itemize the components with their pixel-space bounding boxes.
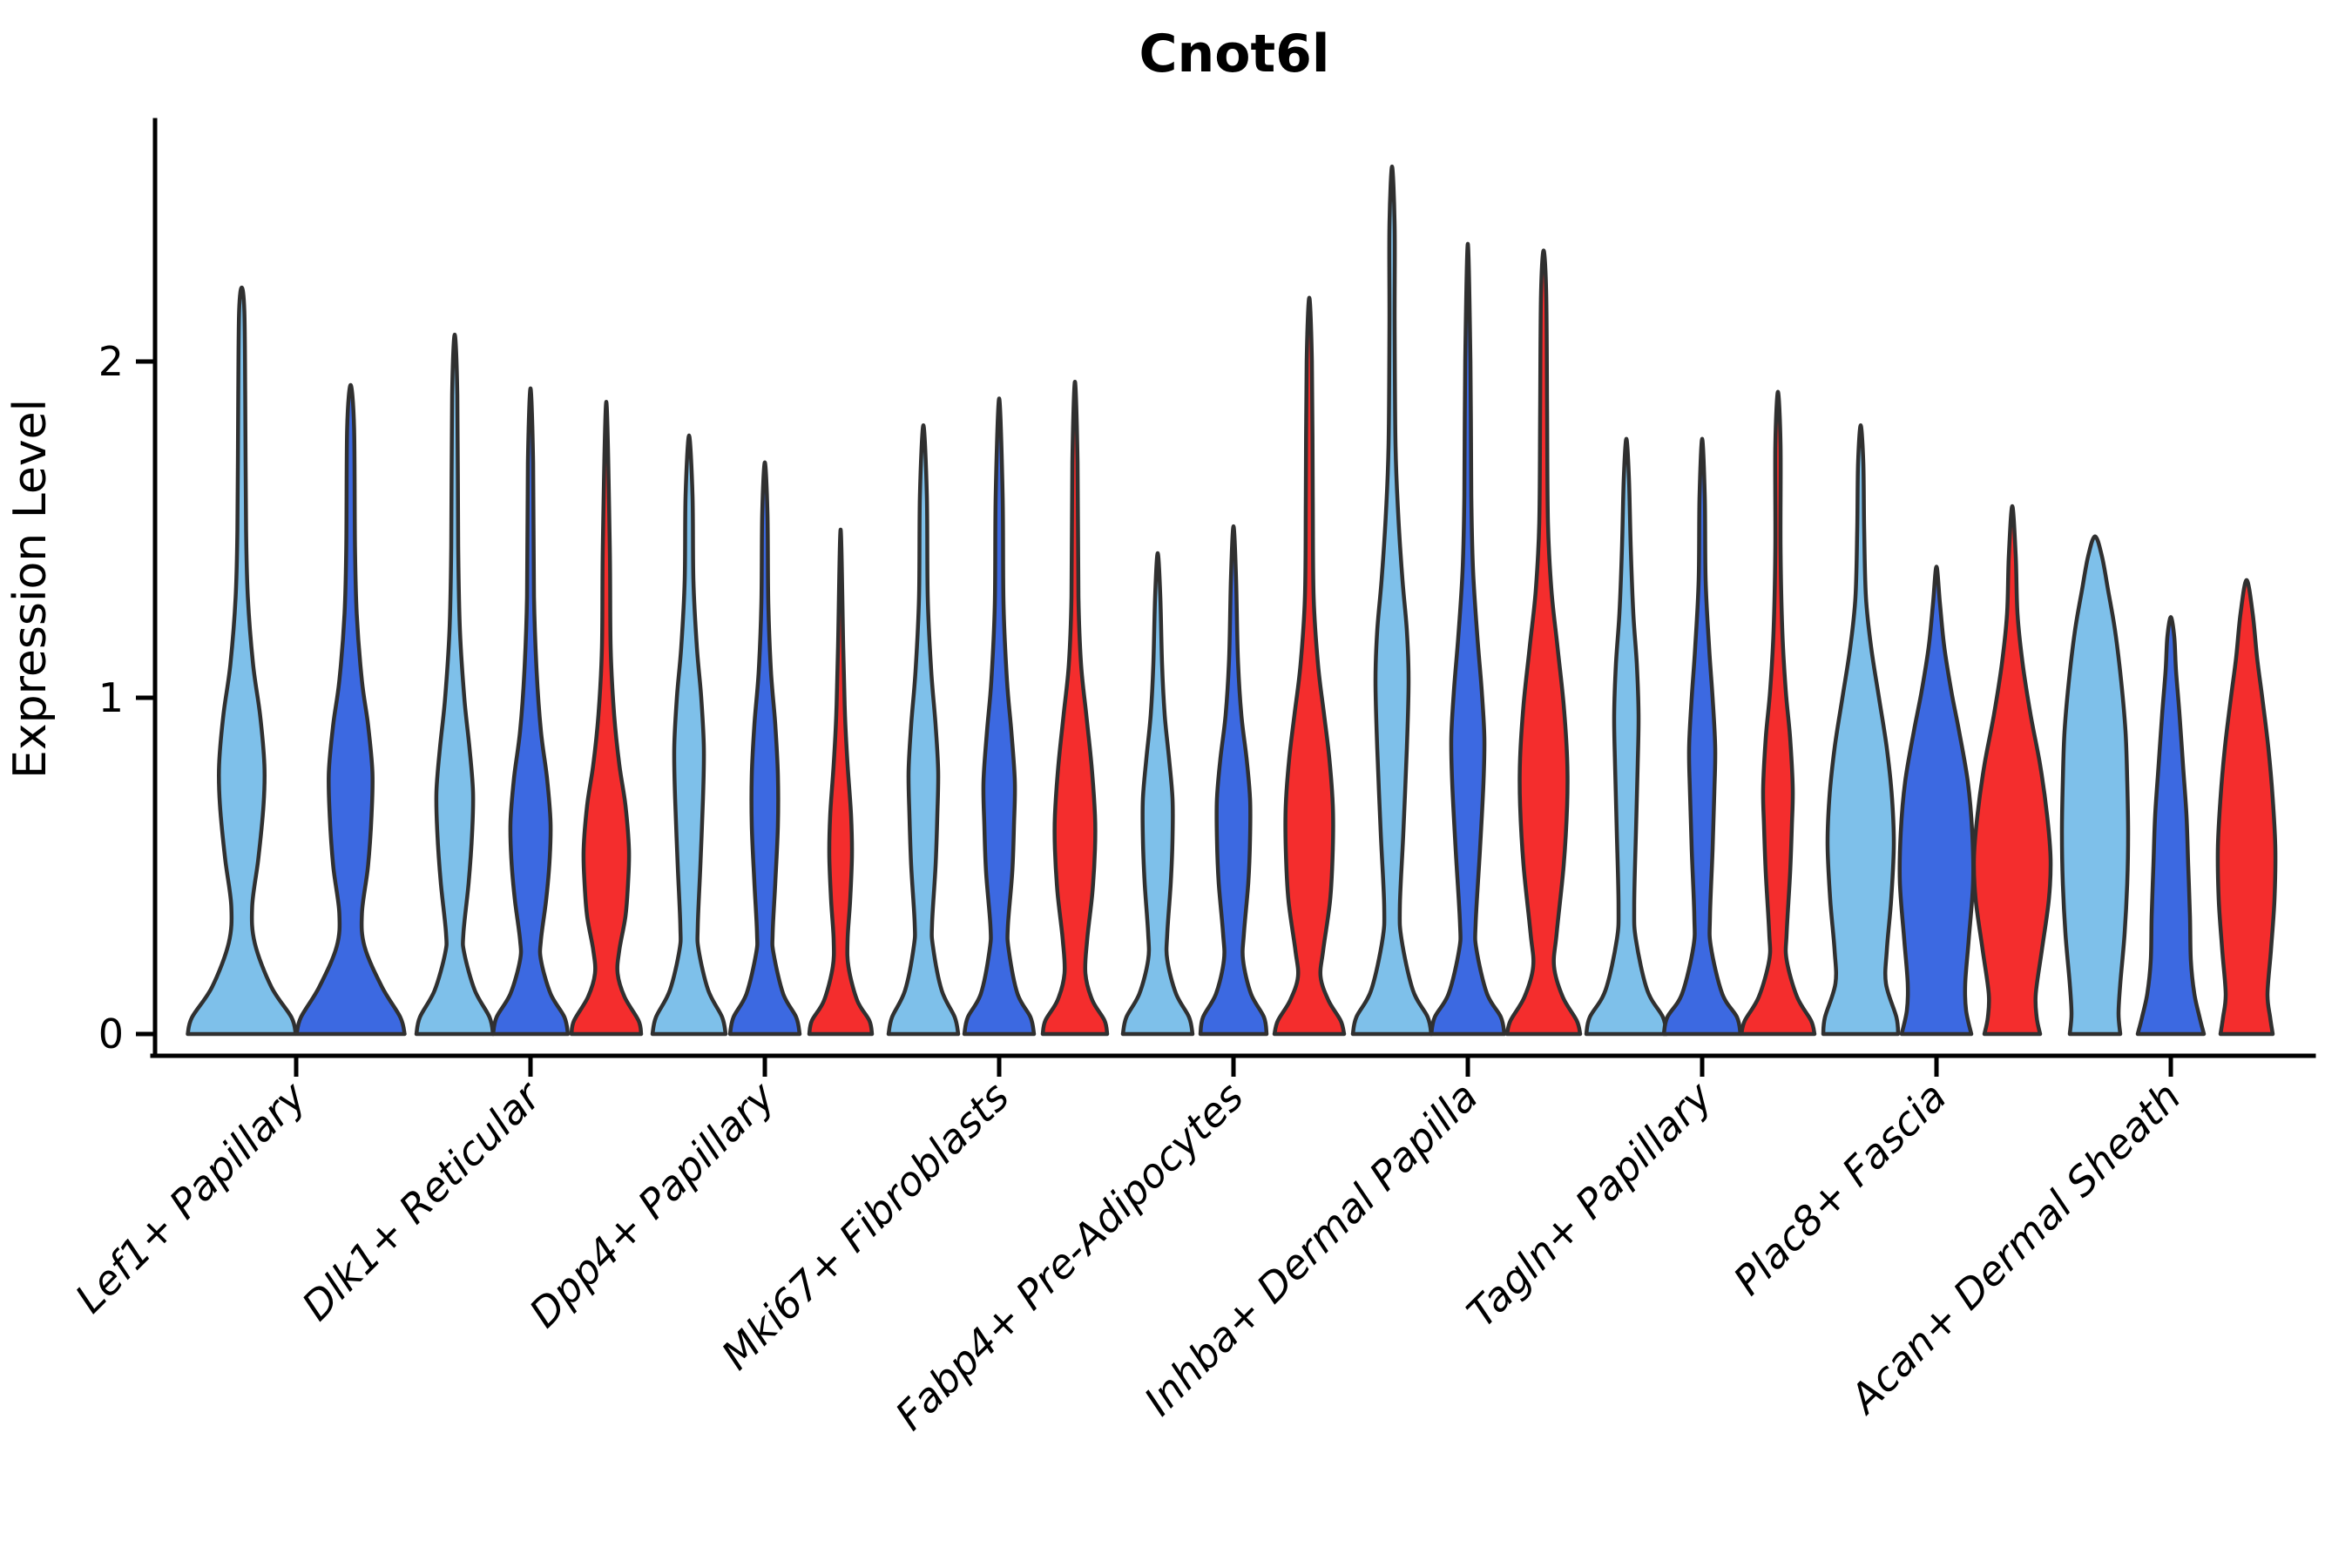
x-tick-label: Lef1+ Papillary <box>66 1072 315 1321</box>
violin-dlk1-red <box>569 400 644 1037</box>
violin-mki67-red <box>1040 379 1110 1037</box>
violin-fabp4-dark_blue <box>1198 524 1269 1037</box>
violin-inhba-red <box>1504 248 1583 1037</box>
violin-plac8-dark_blue <box>1897 564 1976 1037</box>
y-tick-label: 2 <box>98 338 124 385</box>
x-tick-label: Plac8+ Fascia <box>1724 1073 1955 1304</box>
violin-acan-red <box>2215 578 2278 1037</box>
violins-layer <box>186 164 2278 1037</box>
y-tick-label: 0 <box>98 1010 124 1058</box>
x-tick-label: Dlk1+ Reticular <box>293 1071 551 1329</box>
violin-dpp4-light_blue <box>650 433 728 1037</box>
violin-lef1-dark_blue <box>294 382 407 1037</box>
violin-mki67-dark_blue <box>962 396 1037 1037</box>
violin-dpp4-red <box>807 527 875 1037</box>
violin-inhba-dark_blue <box>1429 241 1507 1037</box>
violin-dlk1-dark_blue <box>490 386 571 1037</box>
chart-title: Cnot6l <box>1139 24 1330 84</box>
violin-tagln-light_blue <box>1584 436 1669 1037</box>
violin-plac8-light_blue <box>1821 423 1901 1037</box>
violin-dpp4-dark_blue <box>727 460 802 1037</box>
y-tick-label: 1 <box>98 674 124 721</box>
violin-fabp4-red <box>1272 295 1347 1037</box>
violin-fabp4-light_blue <box>1120 551 1195 1037</box>
violin-tagln-dark_blue <box>1661 436 1743 1037</box>
violin-dlk1-light_blue <box>414 332 496 1037</box>
violin-tagln-red <box>1739 389 1817 1037</box>
violin-mki67-light_blue <box>886 423 961 1037</box>
violin-lef1-light_blue <box>186 285 298 1037</box>
x-tick-label: Tagln+ Papillary <box>1457 1072 1721 1336</box>
x-tick-label: Dpp4+ Papillary <box>520 1072 784 1336</box>
y-axis-label: Expression Level <box>4 399 57 779</box>
violin-inhba-light_blue <box>1350 164 1434 1037</box>
violin-plac8-red <box>1971 504 2053 1037</box>
violin-acan-light_blue <box>2059 534 2131 1037</box>
violin-acan-dark_blue <box>2135 615 2207 1037</box>
y-ticks-layer: 0 1 2 <box>98 338 155 1058</box>
